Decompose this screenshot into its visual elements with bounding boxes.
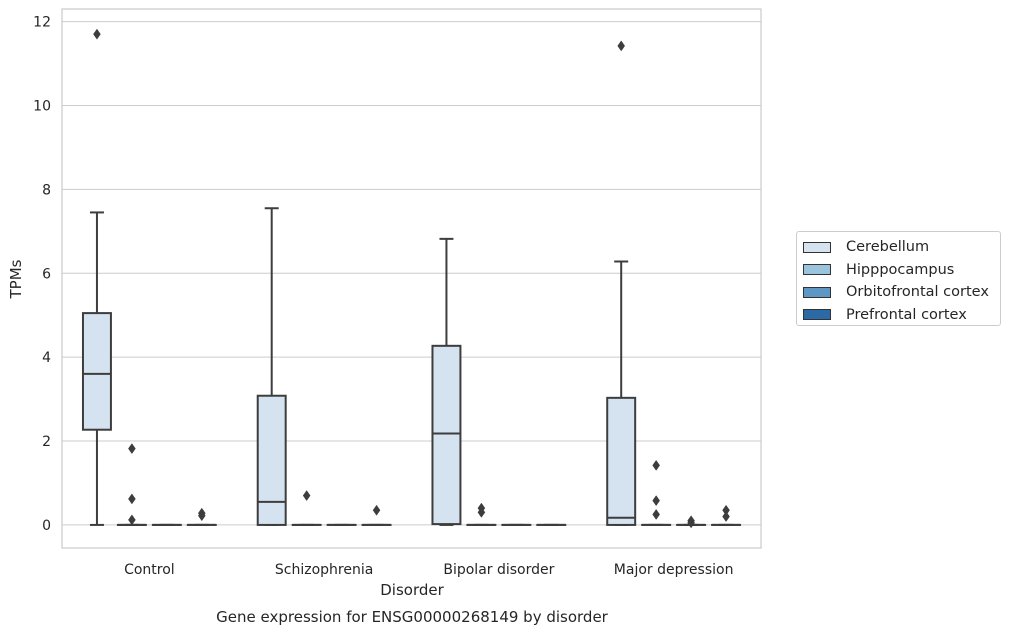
box	[81, 312, 112, 431]
outlier-point	[93, 28, 101, 40]
box-2	[641, 459, 672, 526]
outlier-point	[617, 40, 626, 52]
chart-title: Gene expression for ENSG00000268149 by d…	[216, 608, 609, 626]
y-tick-label: 10	[33, 98, 51, 114]
grid-lines	[62, 21, 761, 526]
y-tick-labels: 0 2 4 6 8 10 12	[33, 15, 51, 534]
box-2	[116, 443, 147, 526]
y-tick-label: 6	[42, 266, 51, 282]
outlier-point	[652, 509, 660, 520]
outlier-point	[128, 443, 136, 455]
x-tick-label: Control	[124, 562, 175, 578]
legend-item: Prefrontal cortex	[803, 304, 1000, 327]
outlier-point	[197, 510, 206, 522]
y-tick-label: 12	[33, 15, 51, 31]
box-1	[81, 28, 112, 526]
box-4	[711, 504, 742, 526]
legend-item: Orbitofrontal cortex	[803, 281, 1000, 304]
legend-item: Hipppocampus	[803, 259, 1000, 282]
legend-swatch	[803, 264, 831, 276]
outlier-point	[372, 504, 381, 516]
box-1	[256, 207, 287, 526]
legend-label: Orbitofrontal cortex	[846, 284, 989, 301]
y-tick-label: 0	[42, 518, 51, 534]
box-2	[466, 502, 497, 526]
box-3	[676, 515, 707, 529]
x-tick-label: Major depression	[614, 562, 734, 578]
x-tick-label: Bipolar disorder	[443, 562, 554, 578]
outlier-point	[128, 493, 136, 505]
box-2	[291, 490, 322, 526]
y-axis-label: TPMs	[7, 259, 25, 299]
box-4	[361, 504, 392, 526]
outlier-point	[652, 495, 660, 507]
box	[431, 344, 462, 526]
y-tick-label: 8	[42, 182, 51, 198]
box-4	[186, 507, 217, 526]
x-tick-label: Schizophrenia	[275, 562, 373, 578]
outlier-point	[652, 459, 660, 471]
box	[256, 394, 287, 526]
outlier-point	[722, 511, 730, 522]
legend-label: Hipppocampus	[846, 261, 955, 278]
legend: Cerebellum Hipppocampus Orbitofrontal cort…	[796, 231, 1001, 326]
legend-label: Prefrontal cortex	[846, 306, 967, 323]
y-tick-label: 2	[42, 434, 51, 450]
legend-swatch	[803, 286, 831, 298]
legend-swatch	[803, 241, 831, 253]
x-tick-labels: Control Schizophrenia Bipolar disorder Majo…	[124, 562, 733, 578]
outlier-point	[302, 490, 311, 502]
outlier-point	[477, 506, 486, 518]
box-layer	[81, 28, 742, 529]
outlier-point	[128, 514, 136, 526]
legend-label: Cerebellum	[846, 239, 930, 256]
plot-frame	[61, 8, 762, 549]
y-tick-label: 4	[42, 350, 51, 366]
outlier-point	[687, 517, 695, 529]
box	[606, 396, 637, 526]
legend-swatch	[803, 309, 831, 321]
box-1	[431, 237, 462, 526]
x-axis-label: Disorder	[380, 581, 444, 599]
box-1	[606, 40, 637, 526]
legend-item: Cerebellum	[803, 236, 1000, 259]
